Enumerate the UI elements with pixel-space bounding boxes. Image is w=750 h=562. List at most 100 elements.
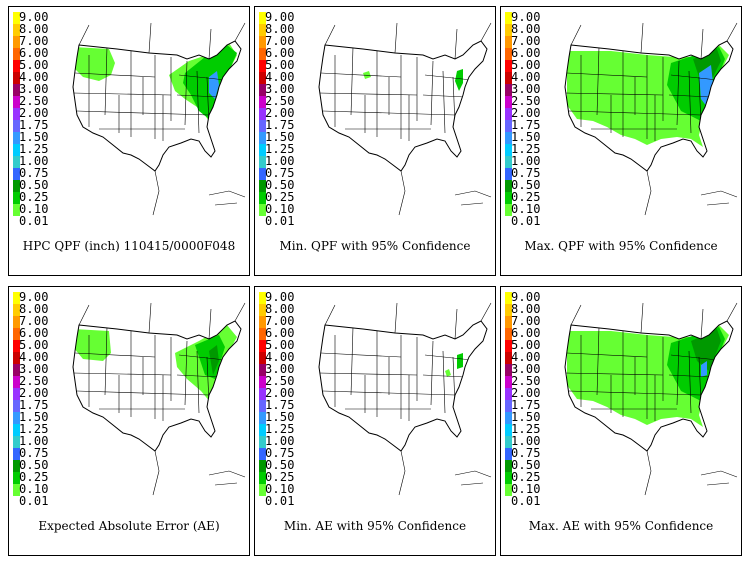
legend-entry: 9.00	[504, 291, 550, 304]
legend-swatch	[259, 204, 266, 216]
state-line	[565, 92, 664, 96]
legend-swatch	[13, 424, 20, 436]
legend-swatch	[505, 24, 512, 36]
legend-entry: 1.25	[12, 423, 58, 436]
state-line	[73, 92, 172, 96]
legend-label: 8.00	[19, 22, 49, 36]
state-line	[350, 326, 354, 396]
legend-swatch	[259, 448, 266, 460]
legend-entry: 5.00	[504, 59, 550, 72]
state-line	[422, 374, 466, 378]
legend-entry: 4.00	[504, 351, 550, 364]
legend-label: 0.50	[265, 178, 295, 192]
panel-title: HPC QPF (inch) 110415/0000F048	[22, 239, 236, 253]
coastline	[564, 320, 734, 452]
legend-entry: 4.00	[12, 71, 58, 84]
map-max-ae	[564, 302, 738, 496]
state-line	[104, 326, 108, 396]
legend-entry: 0.50	[504, 179, 550, 192]
legend-swatch	[259, 352, 266, 364]
legend-label: 1.00	[511, 434, 541, 448]
legend-entry: 2.00	[504, 387, 550, 400]
legend-label: 1.75	[19, 118, 49, 132]
legend-label: 7.00	[19, 314, 49, 328]
legend-label: 1.00	[511, 154, 541, 168]
legend-entry: 0.25	[258, 471, 304, 484]
legend-entry: 0.75	[504, 167, 550, 180]
legend-swatch	[13, 24, 20, 36]
legend-entry: 1.75	[12, 118, 58, 132]
legend-swatch	[505, 216, 512, 228]
legend-swatch	[13, 108, 20, 120]
legend-entry: 0.01	[12, 495, 58, 508]
legend-label: 2.00	[19, 106, 49, 120]
legend-label: 6.00	[511, 326, 541, 340]
legend-entry: 2.50	[12, 95, 58, 108]
legend-entry: 2.50	[258, 95, 304, 108]
legend-swatch	[505, 72, 512, 84]
legend-swatch	[259, 292, 266, 304]
legend-entry: 7.00	[258, 35, 304, 48]
legend-entry: 5.00	[258, 59, 304, 72]
legend-entry: 3.00	[12, 83, 58, 96]
legend-swatch	[259, 192, 266, 204]
legend-entry: 1.75	[12, 399, 58, 412]
legend: 9.00 8.00 7.00 6.00 5.00 4.00 3.00 2.50 2.00 1.75…	[258, 291, 304, 508]
precip-region	[445, 369, 451, 377]
legend-label: 2.00	[19, 386, 49, 400]
legend-label: 0.50	[265, 458, 295, 472]
legend-label: 4.00	[19, 350, 49, 364]
legend-swatch	[259, 340, 266, 352]
state-line	[442, 350, 446, 414]
legend-label: 2.00	[265, 106, 295, 120]
legend-entry: 1.00	[258, 155, 304, 168]
border-lines	[324, 22, 492, 216]
legend-entry: 1.25	[504, 423, 550, 436]
legend-swatch	[505, 436, 512, 448]
legend-entry: 7.00	[12, 34, 58, 48]
legend-swatch	[505, 60, 512, 72]
legend-label: 3.00	[19, 362, 49, 376]
legend-swatch	[13, 204, 20, 216]
state-line	[320, 72, 402, 78]
precip-region	[209, 71, 219, 99]
legend-swatch	[13, 400, 20, 412]
legend-entry: 0.25	[12, 470, 58, 484]
precip-region	[455, 69, 463, 91]
coastline	[318, 320, 488, 452]
legend-swatch	[505, 12, 512, 24]
legend-swatch	[259, 496, 266, 508]
legend-entry: 0.25	[504, 191, 550, 204]
legend-label: 3.00	[511, 362, 541, 376]
legend-entry: 3.00	[258, 83, 304, 96]
legend-entry: 8.00	[258, 23, 304, 36]
legend-entry: 1.50	[504, 411, 550, 424]
legend-swatch	[505, 96, 512, 108]
legend-swatch	[505, 448, 512, 460]
legend-swatch	[13, 84, 20, 96]
legend-label: 7.00	[19, 34, 49, 48]
legend-entry: 2.00	[12, 106, 58, 120]
legend-label: 1.50	[265, 410, 295, 424]
legend-swatch	[13, 328, 20, 340]
panel-min-qpf: 9.00 8.00 7.00 6.00 5.00 4.00 3.00 2.50 2.00 1.75…	[254, 6, 496, 276]
legend-label: 4.00	[265, 350, 295, 364]
state-line	[319, 372, 418, 376]
legend-label: 0.25	[19, 470, 49, 484]
legend-label: 0.50	[19, 458, 49, 472]
legend-swatch	[259, 12, 266, 24]
legend-label: 5.00	[19, 338, 49, 352]
coastline	[72, 320, 242, 452]
legend-entry: 2.00	[258, 106, 304, 120]
state-boundaries	[565, 46, 728, 141]
legend-swatch	[259, 460, 266, 472]
legend-swatch	[13, 484, 20, 496]
legend-entry: 5.00	[258, 339, 304, 352]
legend-entry: 0.75	[258, 447, 304, 460]
legend-swatch	[505, 292, 512, 304]
legend-label: 1.25	[265, 142, 295, 156]
legend-swatch	[13, 60, 20, 72]
legend-swatch	[13, 48, 20, 60]
legend-label: 2.00	[511, 106, 541, 120]
legend-swatch	[505, 180, 512, 192]
